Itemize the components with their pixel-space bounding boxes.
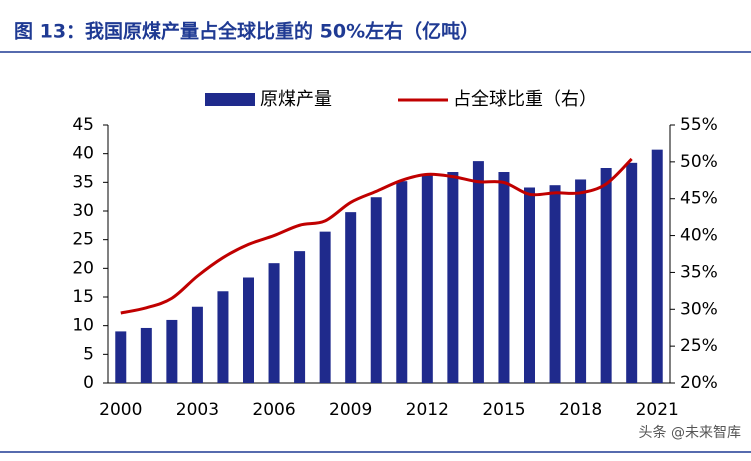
y-tick-label: 45 [72, 115, 94, 135]
y2-tick-label: 50% [680, 152, 718, 172]
x-tick-label: 2000 [99, 400, 142, 420]
bar [447, 172, 459, 383]
bar [421, 173, 433, 383]
y2-tick-label: 30% [680, 299, 718, 319]
bar [191, 306, 203, 383]
x-tick-label: 2006 [252, 400, 295, 420]
bar [268, 263, 280, 383]
y-tick-label: 20 [72, 258, 94, 278]
y-tick-label: 10 [72, 316, 94, 336]
bar [319, 231, 331, 383]
y-tick-label: 40 [72, 144, 94, 164]
legend-label: 占全球比重（右） [453, 89, 597, 110]
y-tick-label: 35 [72, 172, 94, 192]
bar [575, 179, 587, 383]
bar [651, 149, 663, 383]
legend-label: 原煤产量 [260, 89, 332, 110]
bar [524, 187, 535, 383]
y2-tick-label: 35% [680, 262, 718, 282]
bar [217, 291, 229, 383]
bar [626, 162, 638, 383]
bar [370, 197, 382, 383]
y-tick-label: 15 [72, 287, 94, 307]
x-tick-label: 2018 [559, 400, 602, 420]
watermark: 头条 @未来智库 [639, 424, 741, 441]
bar [345, 212, 357, 383]
y-tick-label: 25 [72, 230, 94, 250]
x-tick-label: 2021 [636, 400, 679, 420]
y2-tick-label: 20% [680, 373, 718, 393]
bar [166, 319, 178, 383]
x-tick-label: 2009 [329, 400, 372, 420]
legend-swatch [205, 93, 255, 106]
bar [294, 251, 306, 383]
y-tick-label: 0 [83, 373, 94, 393]
x-tick-label: 2003 [176, 400, 219, 420]
line [120, 157, 633, 315]
y2-tick-label: 40% [680, 226, 718, 246]
bar [115, 331, 127, 383]
bar [396, 181, 408, 383]
bar [472, 161, 484, 383]
chart-title: 图 13：我国原煤产量占全球比重的 50%左右（亿吨） [14, 20, 479, 43]
bar [498, 172, 510, 383]
bar [243, 277, 254, 383]
y-tick-label: 30 [72, 201, 94, 221]
y-tick-label: 5 [83, 344, 94, 364]
x-tick-label: 2012 [406, 400, 449, 420]
bar [140, 327, 152, 383]
y2-tick-label: 55% [680, 115, 718, 135]
y2-tick-label: 25% [680, 336, 718, 356]
y2-tick-label: 45% [680, 189, 718, 209]
x-tick-label: 2015 [482, 400, 525, 420]
bar [549, 185, 561, 383]
bar [600, 168, 612, 383]
